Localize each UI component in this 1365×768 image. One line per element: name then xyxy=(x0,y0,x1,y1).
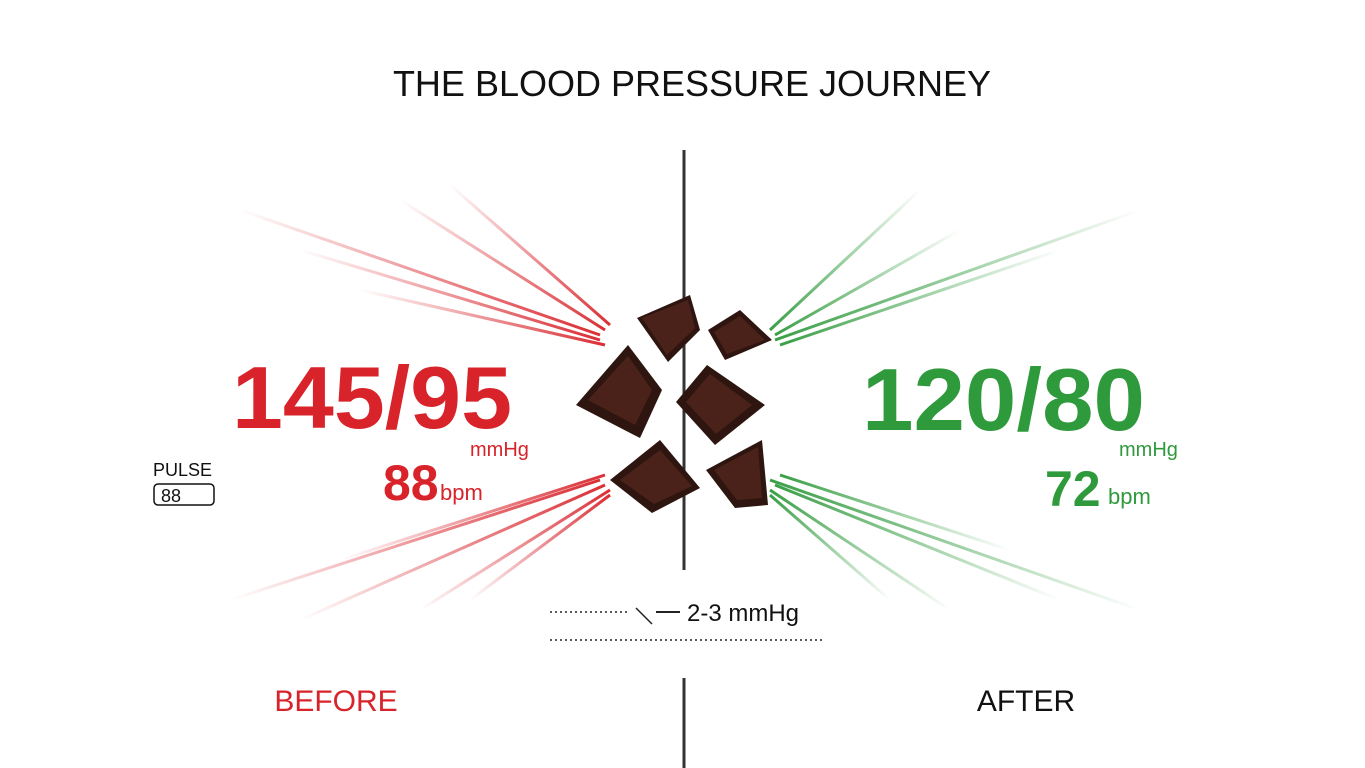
before-pulse-unit: bpm xyxy=(440,480,483,505)
green-rays xyxy=(768,188,1141,612)
chocolate xyxy=(714,316,765,354)
chocolate xyxy=(714,447,762,500)
red-rays xyxy=(229,183,611,622)
ray xyxy=(229,478,601,602)
before-reading: 145/95 xyxy=(232,348,512,447)
chocolate xyxy=(588,356,652,425)
change-marker xyxy=(550,607,825,641)
chocolate xyxy=(620,450,692,504)
after-label: AFTER xyxy=(977,685,1075,718)
ray xyxy=(469,493,611,602)
tick xyxy=(635,607,653,625)
ray xyxy=(774,483,1061,602)
title: THE BLOOD PRESSURE JOURNEY xyxy=(393,63,991,104)
change-label: 2-3 mmHg xyxy=(687,600,799,627)
after-unit: mmHg xyxy=(1119,439,1178,461)
ray xyxy=(239,208,601,337)
pulse-value: 88 xyxy=(161,486,181,506)
before-pulse: 88 xyxy=(383,455,439,511)
ray xyxy=(769,493,891,602)
ray xyxy=(339,473,606,562)
before-unit: mmHg xyxy=(470,439,529,461)
before-label: BEFORE xyxy=(274,685,397,718)
after-reading: 120/80 xyxy=(862,350,1145,449)
ray xyxy=(419,488,611,612)
ray xyxy=(774,228,961,337)
after-pulse: 72 xyxy=(1045,461,1101,517)
ray xyxy=(779,248,1061,347)
ray xyxy=(769,478,1141,612)
ray xyxy=(768,188,922,332)
ray xyxy=(359,288,606,347)
chocolate xyxy=(642,300,695,355)
chocolate-pieces xyxy=(576,295,772,513)
pulse-label: PULSE xyxy=(153,460,212,480)
ray xyxy=(774,208,1141,342)
after-pulse-unit: bpm xyxy=(1108,484,1151,509)
ray xyxy=(299,248,601,342)
ray xyxy=(779,473,1011,552)
ray xyxy=(449,183,611,327)
ray xyxy=(769,488,951,612)
ray xyxy=(299,483,606,622)
pulse-box xyxy=(153,483,215,506)
ray xyxy=(399,198,606,332)
chocolate xyxy=(686,374,752,434)
